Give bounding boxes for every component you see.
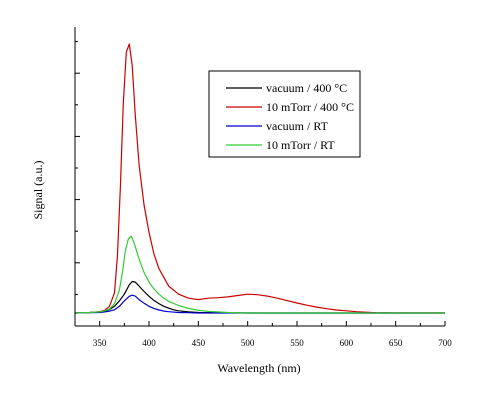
legend: vacuum / 400 °C 10 mTorr / 400 °C vacuum /… <box>208 70 361 158</box>
x-tick-label: 350 <box>93 338 107 348</box>
x-tick-label: 700 <box>438 338 452 348</box>
x-axis-label: Wavelength (nm) <box>217 361 300 375</box>
x-tick-label: 600 <box>340 338 354 348</box>
legend-label-0: vacuum / 400 °C <box>266 81 347 95</box>
series-line-0 <box>74 280 445 314</box>
legend-label-2: vacuum / RT <box>266 119 329 133</box>
axes: 350 400 450 500 550 600 650 700 <box>74 27 452 348</box>
legend-box <box>208 70 361 158</box>
x-tick-label: 500 <box>241 338 255 348</box>
x-tick-label: 550 <box>290 338 304 348</box>
y-axis-label: Signal (a.u.) <box>31 161 45 220</box>
x-tick-label: 650 <box>389 338 403 348</box>
plot-lines <box>74 43 445 314</box>
legend-label-3: 10 mTorr / RT <box>266 138 335 152</box>
series-line-1 <box>74 43 445 314</box>
legend-label-1: 10 mTorr / 400 °C <box>266 100 354 114</box>
x-tick-label: 450 <box>192 338 206 348</box>
series-line-3 <box>74 235 445 314</box>
series-line-2 <box>74 294 445 314</box>
x-tick-label: 400 <box>142 338 156 348</box>
